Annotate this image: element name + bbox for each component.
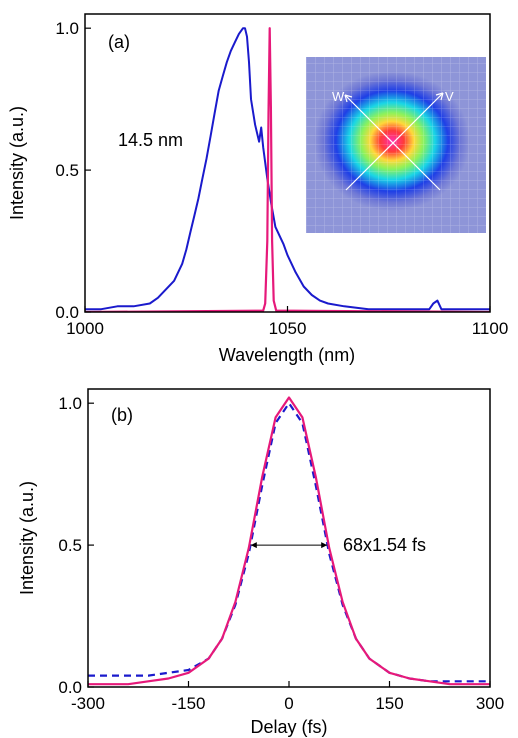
inset-axis-w [344, 94, 441, 191]
y-tick-label: 1.0 [58, 394, 82, 413]
y-tick-label: 0.5 [58, 536, 82, 555]
fwhm-marker [250, 542, 328, 549]
series-autocorrelation-fit [88, 396, 490, 686]
panel-b-frame [87, 388, 491, 688]
panel-b-xlabel: Delay (fs) [250, 717, 327, 737]
x-tick-label: 0 [284, 694, 293, 713]
x-tick-label: 150 [375, 694, 403, 713]
x-tick-label: 1050 [269, 319, 307, 338]
inset-arrow-v-icon [435, 92, 444, 101]
panel-a-annotation: 14.5 nm [118, 130, 183, 150]
x-tick-label: -150 [171, 694, 205, 713]
x-tick-label: -300 [71, 694, 105, 713]
y-tick-label: 0.5 [55, 161, 79, 180]
fwhm-arrowhead-left-icon [250, 542, 257, 549]
panel-b-annotation: 68x1.54 fs [343, 535, 426, 555]
panel-b-ticks: -300 -150 0 150 300 0.0 0.5 1.0 [58, 394, 504, 713]
inset-label-v: V [445, 89, 454, 104]
panel-a-xlabel: Wavelength (nm) [219, 345, 355, 365]
panel-b-series [88, 396, 490, 686]
panel-a-label: (a) [108, 32, 130, 52]
panel-a: W V 1000 1050 1100 0.0 0.5 1.0 (a) 14.5 nm Wa… [7, 13, 508, 365]
panel-a-series [85, 27, 490, 312]
inset-axis-v [345, 92, 444, 191]
x-tick-label: 1000 [66, 319, 104, 338]
fwhm-arrowhead-right-icon [321, 542, 328, 549]
panel-a-ticks: 1000 1050 1100 0.0 0.5 1.0 [55, 19, 508, 338]
series-broadband-spectrum [85, 27, 490, 311]
inset-arrow-w-icon [344, 94, 353, 103]
panel-a-ylabel: Intensity (a.u.) [7, 106, 27, 220]
series-narrow-spectrum [85, 27, 490, 312]
panel-b-label: (b) [111, 405, 133, 425]
inset-grid [306, 57, 486, 233]
inset-label-w: W [332, 89, 345, 104]
y-tick-label: 0.0 [55, 303, 79, 322]
series-autocorrelation-measured [88, 402, 490, 683]
x-tick-label: 1100 [472, 319, 509, 338]
y-tick-label: 0.0 [58, 678, 82, 697]
x-tick-label: 300 [476, 694, 504, 713]
y-tick-label: 1.0 [55, 19, 79, 38]
panel-a-inset-beam-profile: W V [306, 57, 486, 233]
panel-b-ylabel: Intensity (a.u.) [17, 481, 37, 595]
